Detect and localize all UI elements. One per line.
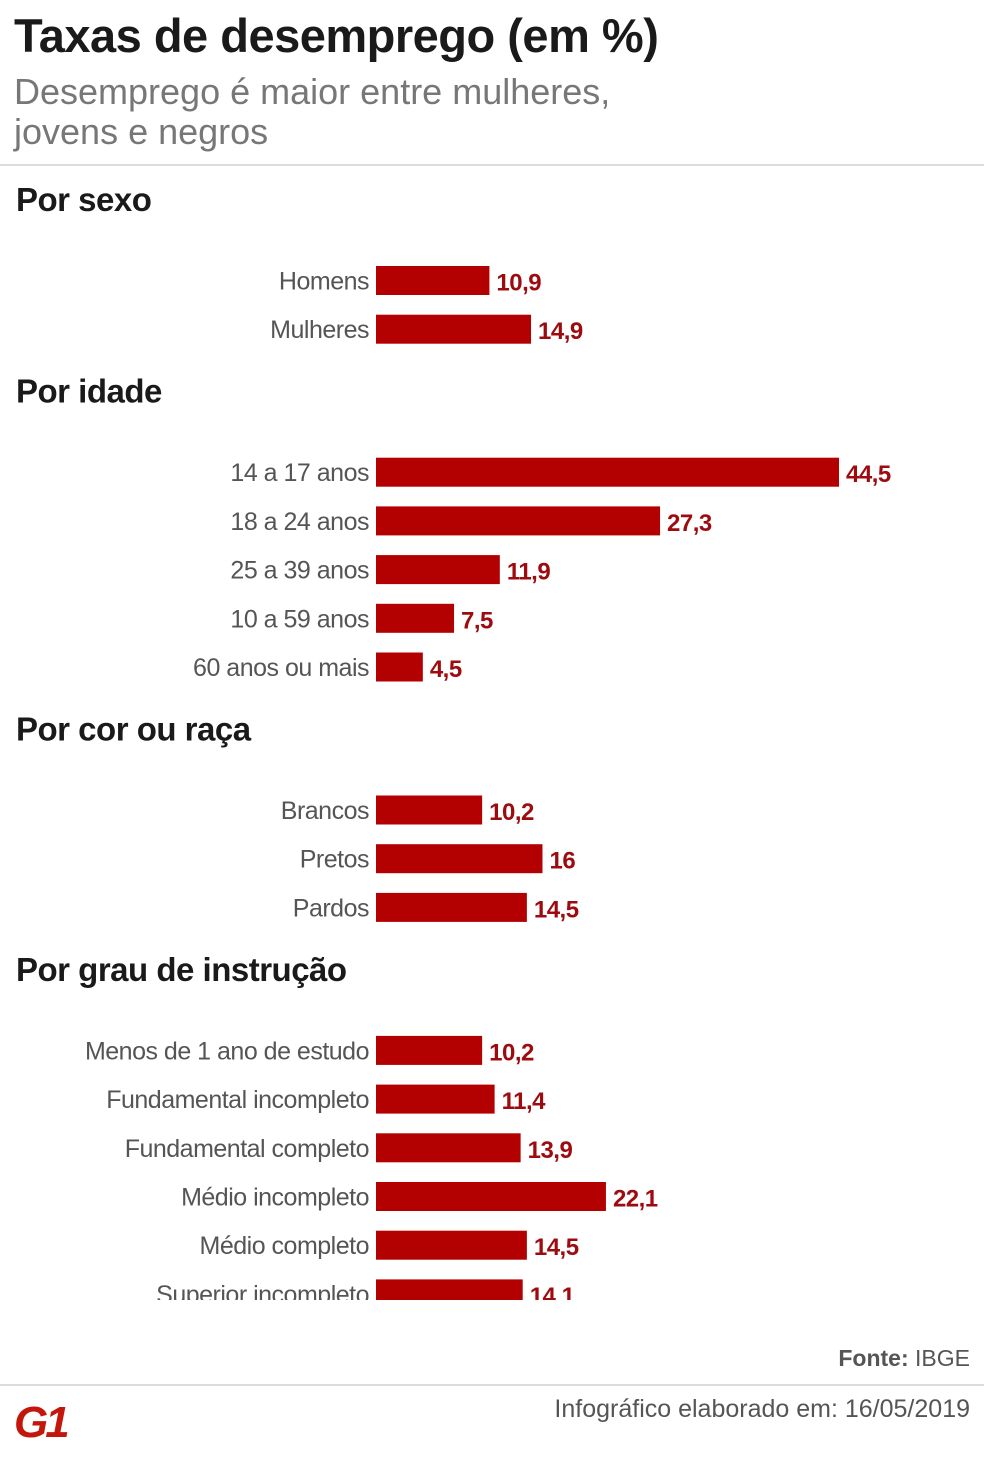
page-title: Taxas de desemprego (em %) [14,9,659,62]
bar [376,1084,495,1114]
category-label: 10 a 59 anos [230,605,369,633]
value-label: 11,9 [507,559,551,586]
g1-logo-text: G1 [14,1400,68,1442]
group-title-por-cor-ou-raca: Por cor ou raça [16,711,252,748]
source-value: IBGE [915,1345,970,1371]
value-label: 27,3 [667,510,712,537]
category-label: Fundamental incompleto [106,1086,369,1114]
category-label: 60 anos ou mais [193,654,369,682]
category-label: Mulheres [270,316,369,344]
group-title-por-grau-de-instrucao: Por grau de instrução [16,951,347,988]
subtitle-line-2: jovens e negros [14,111,269,152]
made-date: Infográfico elaborado em: 16/05/2019 [554,1395,970,1423]
bar [376,844,543,874]
category-label: Brancos [281,797,369,825]
value-label: 10,2 [489,1039,534,1066]
category-label: Médio incompleto [181,1184,369,1212]
group-title-por-sexo: Por sexo [16,181,151,218]
bar [376,892,527,922]
bar [376,1230,527,1260]
source-label: Fonte: [838,1345,909,1371]
bar [376,457,839,487]
category-label: 25 a 39 anos [230,557,369,585]
value-label: 14,5 [534,896,579,923]
value-label: 10,9 [496,270,541,297]
bar [376,266,490,295]
bar [376,603,455,633]
g1-logo: G1 [14,1400,71,1442]
category-label: 18 a 24 anos [230,508,369,536]
value-label: 13,9 [528,1137,573,1164]
value-label: 10,2 [489,799,534,826]
category-label: Fundamental completo [125,1135,369,1163]
value-label: 7,5 [461,607,493,634]
bar [376,1279,523,1300]
value-label: 22,1 [613,1186,658,1213]
bar [376,795,483,825]
footer-divider [0,1384,984,1386]
value-label: 14,5 [534,1234,579,1261]
subtitle-line-1: Desemprego é maior entre mulheres, [14,71,611,112]
group-title-por-idade: Por idade [16,373,162,410]
bar [376,1133,521,1163]
category-label: Pretos [300,846,369,874]
category-label: Pardos [293,894,369,922]
page-subtitle: Desemprego é maior entre mulheres, joven… [14,72,914,152]
bar [376,314,532,344]
bar [376,555,500,585]
value-label: 4,5 [430,656,462,683]
bar [376,1182,606,1211]
header-divider [0,164,984,166]
category-label: 14 a 17 anos [230,459,369,487]
bar [376,1035,483,1065]
bar [376,506,661,536]
value-label: 16 [549,848,575,875]
unemployment-bar-chart: Por sexo Homens 10,9 Mulheres 14,9 Por idade 1… [16,181,891,1300]
bar [376,652,423,682]
category-label: Médio completo [200,1232,369,1260]
value-label: 14,1 [530,1283,575,1300]
source-credit: Fonte: IBGE [838,1345,970,1372]
value-label: 44,5 [846,461,891,488]
category-label: Homens [279,268,369,296]
category-label: Menos de 1 ano de estudo [85,1037,369,1065]
value-label: 14,9 [538,318,583,345]
category-label: Superior incompleto [156,1281,369,1300]
value-label: 11,4 [502,1088,547,1115]
